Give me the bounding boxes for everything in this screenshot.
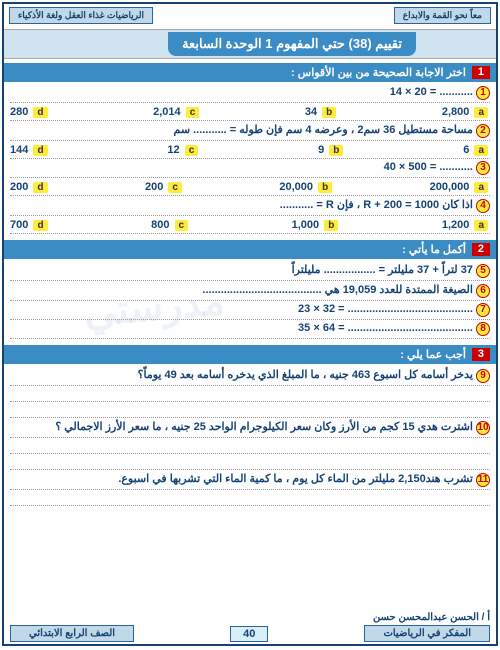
author: أ / الحسن عبدالمحسن حسن [10,610,490,625]
opt-c: c [186,107,200,118]
blank [10,402,490,418]
q3-num: 3 [476,161,490,175]
title-wrap: تقييم (38) حتي المفهوم 1 الوحدة السابعة [4,29,496,59]
section-3-body: 9 يدخر أسامه كل اسبوع 463 جنيه ، ما المب… [4,364,496,508]
opt-d: d [33,107,47,118]
q4-text: اذا كان 1000 = R + 200 ، فإن R = .......… [280,199,473,211]
section-1-body: 1 ........... = 20 × 14 a 2,800 b 34 c 2… [4,82,496,236]
section-2-num: 2 [472,243,490,256]
blank [10,386,490,402]
title: تقييم (38) حتي المفهوم 1 الوحدة السابعة [168,32,416,56]
footer: أ / الحسن عبدالمحسن حسن المفكر في الرياض… [4,608,496,644]
q3-text: ........... = 500 × 40 [384,161,473,173]
content: معاً نحو القمة والابداع الرياضيات غذاء ا… [4,4,496,508]
q2-text: مساحة مستطيل 36 سم2 ، وعرضه 4 سم فإن طول… [174,124,473,136]
blank [10,490,490,506]
opt-a: a [474,107,488,118]
q2-num: 2 [476,124,490,138]
section-2-body: 5 37 لتراً + 37 مليلتر = ...............… [4,259,496,341]
header-right: معاً نحو القمة والابداع [394,7,491,24]
section-2-title: أكمل ما يأتي : [402,243,466,256]
header-left: الرياضيات غذاء العقل ولغة الأذكياء [9,7,153,24]
q1-text: ........... = 20 × 14 [390,86,473,98]
section-3-head: 3 أجب عما يلي : [4,345,496,364]
blank [10,454,490,470]
section-1-head: 1 اختر الاجابة الصحيحة من بين الأقواس : [4,63,496,82]
q4-num: 4 [476,199,490,213]
blank [10,438,490,454]
section-3-title: أجب عما يلي : [400,348,466,361]
section-1-num: 1 [472,66,490,79]
header-bar: معاً نحو القمة والابداع الرياضيات غذاء ا… [4,4,496,27]
section-2-head: 2 أكمل ما يأتي : [4,240,496,259]
footer-left: الصف الرابع الابتدائي [10,625,134,642]
page-number: 40 [230,626,268,642]
section-1-title: اختر الاجابة الصحيحة من بين الأقواس : [291,66,466,79]
opt-b: b [322,107,336,118]
q1-num: 1 [476,86,490,100]
section-3-num: 3 [472,348,490,361]
page-container: { "header": { "right": "معاً نحو القمة و… [2,2,498,646]
footer-right: المفكر في الرياضيات [364,625,490,642]
